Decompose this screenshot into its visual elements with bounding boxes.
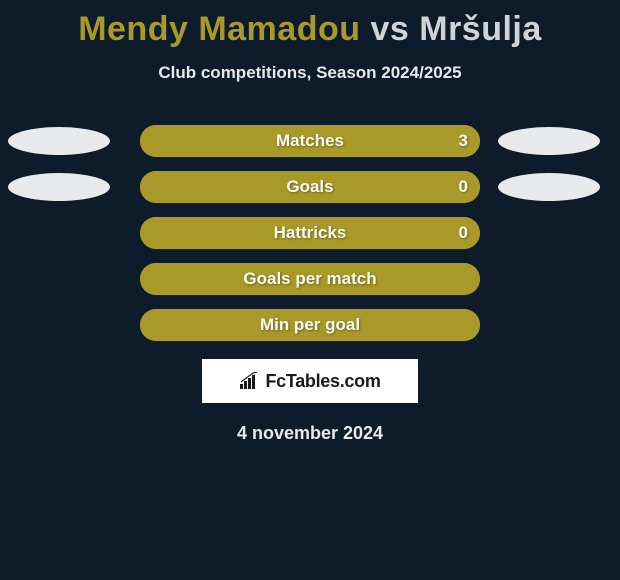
- stats-bars: Matches 3 Goals 0 Hattricks 0 Goals per match M…: [0, 125, 620, 341]
- player1-name: Mendy Mamadou: [78, 10, 360, 48]
- player2-name: Mršulja: [419, 10, 542, 48]
- stat-label: Goals: [286, 177, 333, 197]
- stat-label: Matches: [276, 131, 344, 151]
- stat-bar: Goals 0: [140, 171, 480, 203]
- stat-bar: Matches 3: [140, 125, 480, 157]
- vs-label: vs: [370, 10, 409, 48]
- stat-bar: Goals per match: [140, 263, 480, 295]
- stat-row: Goals 0: [0, 171, 620, 203]
- stat-value-right: 0: [459, 223, 468, 243]
- subtitle: Club competitions, Season 2024/2025: [0, 63, 620, 83]
- stat-value-right: 3: [459, 131, 468, 151]
- player1-avatar: [8, 173, 110, 201]
- page-title: Mendy Mamadou vs Mršulja: [0, 0, 620, 49]
- stat-value-right: 0: [459, 177, 468, 197]
- stat-row: Matches 3: [0, 125, 620, 157]
- attribution-brand: FcTables.com: [265, 371, 380, 392]
- stat-label: Goals per match: [243, 269, 376, 289]
- footer-date: 4 november 2024: [0, 423, 620, 444]
- stat-bar: Min per goal: [140, 309, 480, 341]
- stat-row: Goals per match: [0, 263, 620, 295]
- attribution-logo: FcTables.com: [239, 371, 380, 392]
- player1-avatar: [8, 127, 110, 155]
- player2-avatar: [498, 127, 600, 155]
- stat-row: Min per goal: [0, 309, 620, 341]
- stat-label: Hattricks: [274, 223, 347, 243]
- stat-row: Hattricks 0: [0, 217, 620, 249]
- player2-avatar: [498, 173, 600, 201]
- stat-label: Min per goal: [260, 315, 360, 335]
- chart-icon: [239, 372, 261, 390]
- attribution-box: FcTables.com: [202, 359, 418, 403]
- stat-bar: Hattricks 0: [140, 217, 480, 249]
